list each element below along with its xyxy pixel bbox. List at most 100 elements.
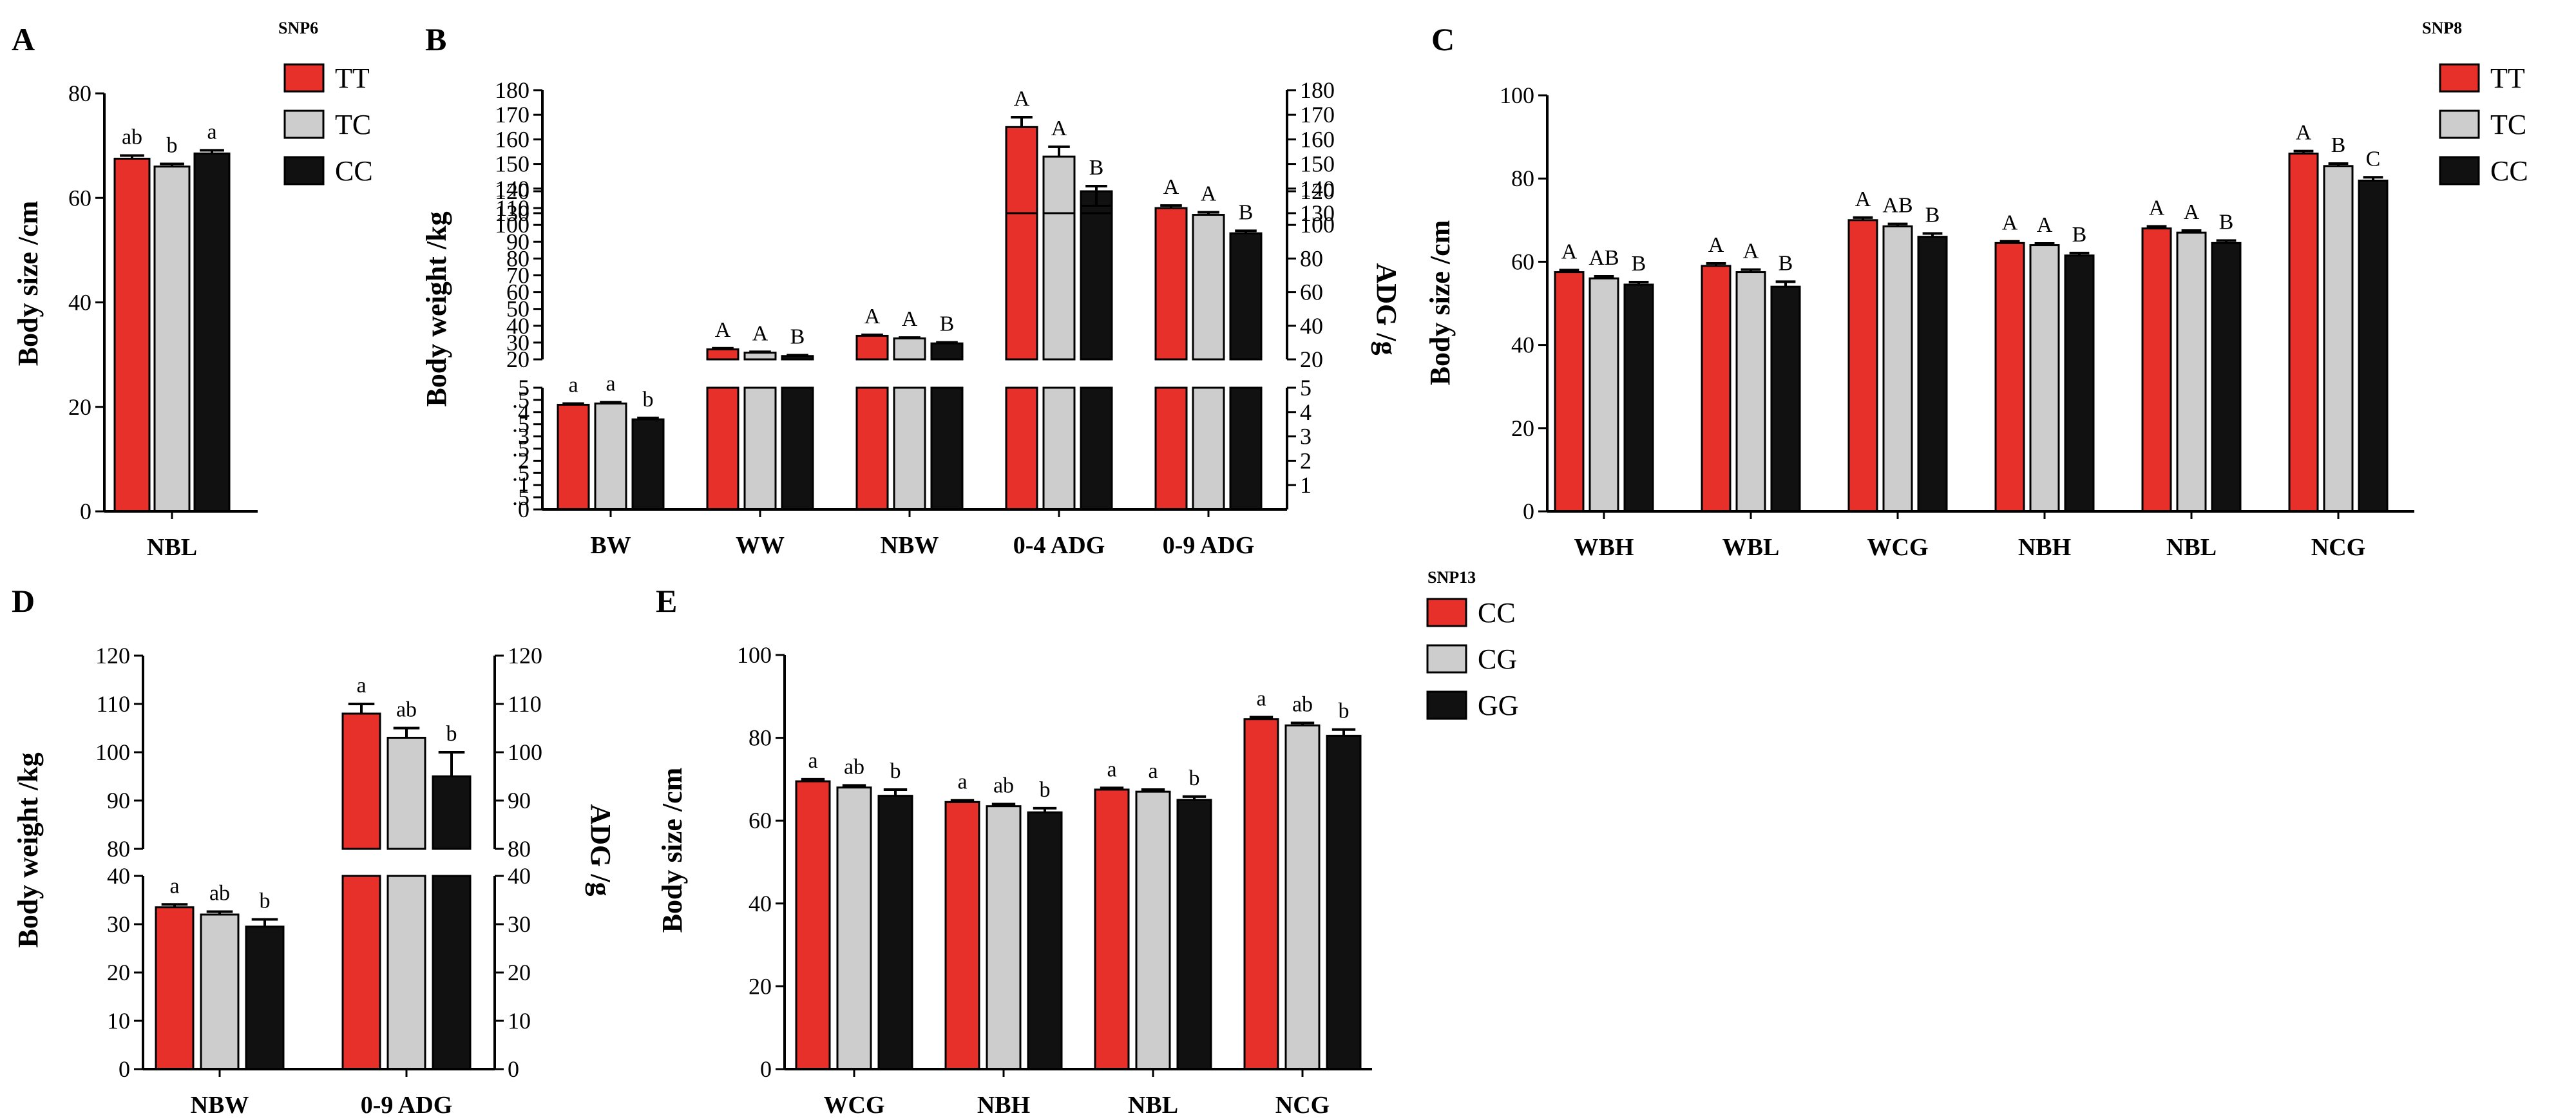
y-tick-label: 60	[506, 280, 530, 305]
panel-a-letter: A	[12, 21, 35, 57]
significance-letter: a	[957, 770, 967, 794]
bar	[855, 386, 889, 511]
y-tick-label: 0	[80, 498, 91, 524]
legend-snp13-label-2: CG	[1478, 643, 1517, 675]
y-tick-label: 1	[518, 472, 530, 498]
y-tick-label-right: 40	[508, 863, 531, 889]
bar	[432, 875, 472, 1070]
panel-d-y-axis-label: Body weight /kg	[12, 752, 44, 947]
significance-letter: a	[356, 674, 366, 698]
significance-letter: ab	[844, 755, 864, 779]
bar	[200, 913, 240, 1070]
legend-snp13-label-3: GG	[1478, 690, 1519, 721]
significance-letter: A	[1051, 117, 1067, 140]
y-tick-label: 40	[749, 891, 772, 916]
y-tick-label-right: 60	[1300, 280, 1323, 305]
x-category-label: WBL	[1722, 534, 1780, 561]
legend-snp6-swatch-1	[283, 63, 325, 93]
y-tick-label-right: 150	[1300, 151, 1335, 177]
significance-letter: A	[1163, 175, 1179, 199]
y-tick-label: 40	[506, 313, 530, 339]
legend-snp6-title: SNP6	[278, 19, 318, 37]
bar	[2176, 231, 2207, 513]
bar	[1243, 718, 1279, 1070]
significance-letter: B	[1632, 252, 1646, 276]
y-tick-label: 0	[518, 497, 530, 522]
significance-letter: A	[2037, 213, 2053, 237]
bar	[2029, 244, 2060, 513]
bar	[1080, 386, 1113, 511]
significance-letter: A	[902, 307, 918, 331]
legend-snp13: SNP13 CC CG GG	[1426, 568, 1519, 721]
bar	[1192, 386, 1225, 511]
significance-letter: B	[790, 325, 805, 348]
bar	[2141, 227, 2172, 513]
y-tick-label-right: 3	[1300, 424, 1312, 450]
bar	[341, 712, 381, 850]
y-tick-label-right: 30	[508, 911, 531, 937]
significance-letter: B	[940, 312, 955, 336]
y-tick-label-right: 160	[1300, 126, 1335, 152]
significance-letter: A	[1855, 187, 1871, 211]
significance-letter: ab	[993, 774, 1014, 797]
significance-letter: ab	[209, 882, 230, 906]
y-tick-label: 80	[107, 836, 130, 862]
bar	[1229, 232, 1263, 361]
legend-snp8-swatch-1	[2439, 63, 2480, 93]
x-category-label: BW	[590, 532, 631, 559]
y-tick-label: 60	[68, 185, 91, 211]
significance-letter: AB	[1589, 246, 1619, 270]
bar	[341, 875, 381, 1070]
legend-snp6-label-1: TT	[335, 62, 370, 94]
legend-snp8: SNP8 TT TC CC	[2422, 19, 2528, 187]
y-tick-label: 90	[506, 229, 530, 254]
bar	[1042, 386, 1076, 511]
bar	[2064, 254, 2095, 513]
panel-c-letter: C	[1431, 21, 1455, 57]
x-category-label: NBH	[977, 1092, 1030, 1119]
bar	[1229, 386, 1263, 511]
x-category-label: NBW	[191, 1092, 249, 1119]
legend-snp6: SNP6 TT TC CC	[278, 19, 373, 187]
y-tick-label: 100	[95, 739, 130, 765]
y-tick-label-right: 80	[1300, 245, 1323, 271]
y-tick-label: .5	[512, 460, 530, 486]
significance-letter: a	[1256, 687, 1266, 710]
y-tick-label-right: 20	[508, 960, 531, 985]
significance-letter: A	[1743, 240, 1759, 263]
bar	[1135, 790, 1171, 1070]
bar	[1882, 225, 1913, 513]
significance-letter: A	[1708, 233, 1724, 257]
y-tick-label: 10	[107, 1008, 130, 1034]
y-tick-label: 90	[107, 788, 130, 813]
bar	[836, 786, 872, 1070]
significance-letter: A	[864, 305, 881, 328]
bar	[1005, 126, 1038, 214]
bar	[155, 906, 195, 1070]
y-tick-label: 80	[749, 725, 772, 751]
y-tick-label: 100	[1500, 82, 1534, 108]
x-category-label: NBL	[1128, 1092, 1178, 1119]
bar	[1042, 190, 1076, 361]
bar	[1154, 207, 1188, 361]
x-category-label: WBH	[1574, 534, 1634, 561]
y-tick-label-right: 180	[1300, 77, 1335, 103]
legend-snp8-swatch-2	[2439, 109, 2480, 139]
bar	[594, 403, 627, 511]
y-tick-label: 0	[1523, 498, 1534, 524]
panel-e-y-axis-label: Body size /cm	[656, 768, 688, 933]
y-tick-label: 3	[518, 424, 530, 450]
y-tick-label-right: 130	[1300, 200, 1335, 226]
x-category-label: WW	[736, 532, 785, 559]
bar	[1027, 811, 1063, 1070]
x-category-label: WCG	[1867, 534, 1929, 561]
bar	[193, 152, 231, 513]
significance-letter: A	[752, 321, 768, 345]
legend-snp13-swatch-1	[1426, 598, 1467, 627]
bar	[1080, 190, 1113, 361]
bar	[1917, 236, 1948, 513]
significance-letter: A	[1561, 240, 1578, 263]
significance-letter: a	[606, 372, 615, 396]
